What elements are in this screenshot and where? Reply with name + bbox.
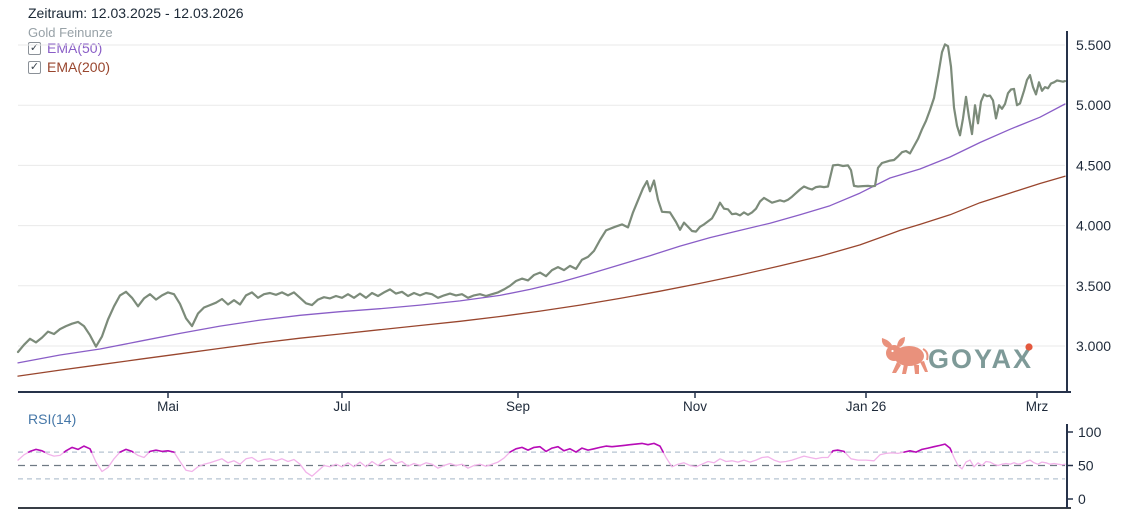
y-axis-label: 3.500	[1076, 278, 1111, 294]
date-range-label: Zeitraum: 12.03.2025 - 12.03.2026	[28, 5, 244, 21]
price-series-layer	[16, 43, 1067, 377]
rsi-panel-layer: 100 50 0	[17, 424, 1102, 509]
ema200-line	[17, 175, 1066, 377]
rsi-axis-label: 100	[1078, 424, 1102, 440]
x-axis-label: Nov	[683, 399, 707, 414]
axes-layer: Mai Jul Sep Nov Jan 26 Mrz 5.500 5.000 4.500 4.00…	[18, 31, 1111, 414]
rsi-axis-label: 50	[1078, 458, 1094, 474]
instrument-label: Gold Feinunze	[28, 25, 113, 40]
y-axis-label: 4.000	[1076, 218, 1111, 234]
y-axis-label: 5.500	[1076, 37, 1111, 53]
x-axis-label: Jul	[333, 399, 350, 414]
ema50-line	[17, 103, 1066, 364]
goyax-watermark: GOYAX	[881, 337, 1033, 374]
rsi-overbought-segment	[509, 442, 665, 453]
rsi-overbought-segment	[903, 443, 953, 453]
ema200-label: EMA(200)	[47, 59, 111, 75]
y-axis-label: 5.000	[1076, 97, 1111, 113]
rsi-overbought-segment	[119, 448, 134, 453]
rsi-overbought-segment	[148, 449, 175, 453]
y-axis-label: 4.500	[1076, 157, 1111, 173]
gridlines-layer	[18, 44, 1065, 347]
rsi-indicator-label: RSI(14)	[28, 411, 77, 427]
goyax-logo-dot	[1025, 343, 1033, 351]
rsi-overbought-segment	[63, 445, 93, 453]
rsi-overbought-segment	[831, 449, 846, 453]
x-axis-label: Sep	[506, 399, 530, 414]
goyax-logo-text: GOYAX	[928, 344, 1033, 374]
rsi-overbought-segment	[27, 448, 46, 453]
x-axis-label: Mai	[157, 399, 179, 414]
rsi-axis-label: 0	[1078, 491, 1086, 507]
price-line	[16, 43, 1067, 354]
x-axis-label: Mrz	[1026, 399, 1049, 414]
y-axis-label: 3.000	[1076, 338, 1111, 354]
x-axis-label: Jan 26	[846, 399, 887, 414]
ema50-label: EMA(50)	[47, 40, 103, 56]
ema200-checkbox[interactable]: ✓	[28, 60, 41, 74]
bull-icon	[881, 337, 929, 374]
legend-item-ema200: ✓ EMA(200)	[28, 59, 117, 75]
